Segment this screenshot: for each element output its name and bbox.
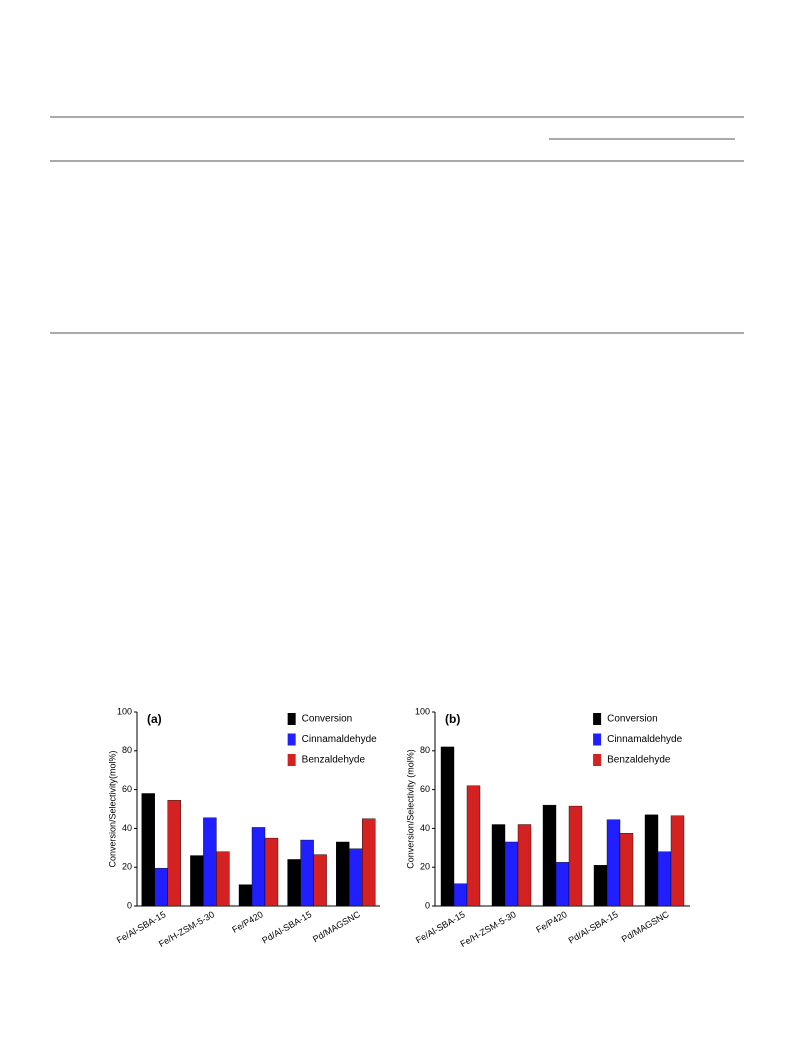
y-tick-label: 60 (420, 784, 430, 794)
legend-label: Cinnamaldehyde (302, 734, 377, 745)
y-tick-label: 0 (425, 900, 430, 910)
legend-swatch (593, 754, 602, 766)
bar (141, 793, 156, 907)
bar (251, 827, 266, 907)
legend-label: Conversion (607, 714, 658, 725)
bar (568, 805, 583, 907)
bar (440, 746, 455, 907)
legend-label: Benzaldehyde (302, 755, 366, 766)
bar (203, 817, 217, 907)
bar (300, 839, 314, 907)
y-tick-label: 80 (420, 745, 430, 755)
bar (593, 865, 608, 907)
bar (606, 819, 621, 907)
bar (216, 851, 230, 907)
x-tick-label: Pd/MAGSNC (311, 909, 362, 944)
bar (491, 824, 506, 907)
bar (542, 804, 557, 907)
legend-swatch (593, 733, 602, 746)
y-tick-label: 100 (117, 706, 132, 716)
bar (349, 848, 363, 907)
bar (190, 855, 204, 907)
bar (336, 841, 350, 907)
bar (619, 833, 634, 907)
bar (517, 824, 532, 907)
bar (238, 884, 253, 907)
panel-label: (a) (147, 712, 162, 726)
bar (453, 883, 468, 907)
y-tick-label: 20 (122, 862, 132, 872)
y-tick-label: 20 (420, 862, 430, 872)
x-tick-label: Fe/P420 (230, 909, 264, 935)
bar (154, 867, 169, 907)
x-tick-label: Fe/H-ZSM-5-30 (459, 909, 518, 949)
legend-swatch (287, 713, 296, 725)
legend-label: Cinnamaldehyde (607, 734, 682, 745)
legend-label: Conversion (302, 714, 353, 725)
bar (670, 815, 685, 907)
y-tick-label: 60 (122, 784, 132, 794)
x-tick-label: Fe/P420 (534, 909, 568, 935)
panel-label: (b) (445, 712, 460, 726)
bar (313, 854, 327, 907)
y-tick-label: 0 (127, 900, 132, 910)
bar (466, 785, 481, 907)
bar (555, 862, 570, 907)
bar (504, 841, 519, 907)
x-tick-label: Pd/Al-SBA-15 (567, 909, 620, 945)
bar (657, 851, 672, 907)
legend-swatch (593, 713, 602, 725)
y-tick-label: 40 (122, 823, 132, 833)
y-axis-label: Conversion/Selectivity(mol%) (107, 750, 117, 867)
bar (167, 800, 182, 907)
legend-swatch (287, 754, 296, 766)
legend-label: Benzaldehyde (607, 755, 671, 766)
legend-swatch (287, 733, 296, 746)
bar (362, 818, 376, 907)
bar (264, 837, 279, 907)
y-tick-label: 80 (122, 745, 132, 755)
bar (644, 814, 659, 907)
bar (287, 859, 301, 907)
x-tick-label: Pd/MAGSNC (620, 909, 671, 944)
x-tick-label: Pd/Al-SBA-15 (260, 909, 313, 945)
y-axis-label: Conversion/Selectivity (mol%) (405, 749, 415, 869)
y-tick-label: 40 (420, 823, 430, 833)
y-tick-label: 100 (415, 706, 430, 716)
